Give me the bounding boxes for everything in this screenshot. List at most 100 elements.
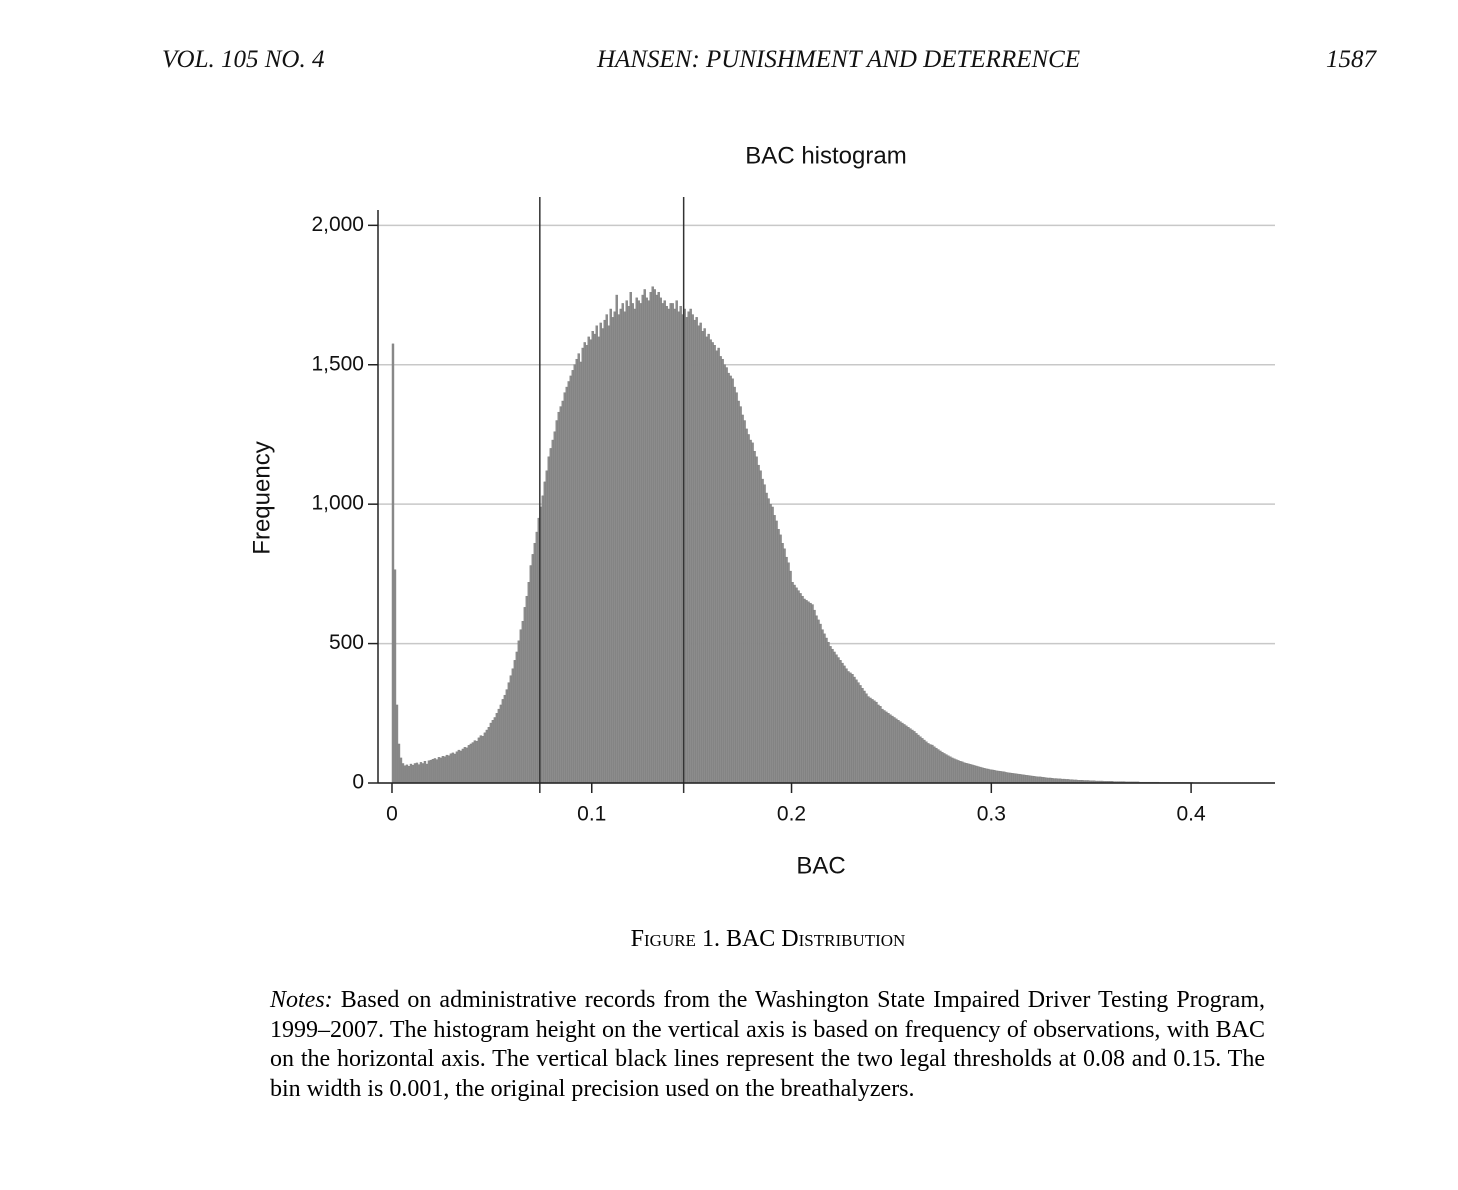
bar [403, 765, 407, 784]
bar [447, 755, 451, 784]
bar [613, 311, 616, 784]
bar [1023, 774, 1026, 784]
bar [1033, 776, 1036, 784]
bar [423, 761, 427, 784]
bar [593, 333, 596, 784]
bar [727, 372, 730, 784]
bar [899, 721, 902, 784]
bar [653, 289, 656, 784]
bar [655, 294, 658, 784]
bar [517, 640, 521, 784]
bar [399, 757, 403, 784]
bar [967, 763, 970, 784]
bar [809, 602, 812, 784]
running-head-left: VOL. 105 NO. 4 [162, 46, 325, 73]
bar [837, 657, 840, 784]
bar [1013, 773, 1016, 784]
bar [963, 762, 966, 784]
bar [1025, 774, 1028, 784]
bar [869, 697, 872, 784]
bar [871, 699, 874, 784]
bar [737, 400, 740, 784]
bar [925, 741, 928, 784]
bar [583, 342, 586, 784]
bar [819, 623, 822, 784]
bar [503, 694, 507, 784]
bar [533, 543, 537, 784]
bar [1049, 777, 1052, 784]
bar [881, 708, 884, 784]
bar [487, 727, 491, 784]
bar [731, 378, 734, 784]
x-tick-label: 0 [386, 803, 398, 826]
bar [393, 569, 397, 784]
bar [509, 675, 513, 784]
bar [847, 671, 850, 784]
bar [1015, 773, 1018, 784]
bar [507, 682, 511, 784]
bar [575, 358, 578, 784]
bar [549, 448, 553, 784]
bar [983, 768, 986, 784]
bar [519, 629, 523, 784]
bar [747, 434, 750, 784]
bar [673, 308, 676, 784]
bar [987, 768, 990, 784]
bar [887, 713, 890, 784]
bar [567, 381, 570, 784]
bar [793, 584, 796, 784]
bar [695, 317, 698, 784]
bar [865, 693, 868, 784]
bar [545, 470, 549, 784]
bar [623, 311, 626, 784]
bar [591, 331, 594, 784]
bar [717, 347, 720, 784]
bar [541, 495, 545, 784]
bar [411, 764, 415, 784]
bar [907, 727, 910, 784]
bar [561, 400, 564, 784]
bar [463, 747, 467, 784]
bar [743, 420, 746, 784]
bar [457, 749, 461, 784]
bar [807, 601, 810, 784]
bar [769, 503, 772, 784]
bar [1045, 777, 1048, 784]
bar [581, 347, 584, 784]
x-tick-label: 0.2 [777, 803, 806, 826]
bar [957, 760, 960, 784]
bar [779, 534, 782, 784]
bar [491, 720, 495, 784]
bar [1039, 776, 1042, 784]
bar [995, 770, 998, 784]
bar [691, 314, 694, 784]
bar [475, 740, 479, 784]
bar [489, 722, 493, 784]
bar [917, 734, 920, 784]
bar [483, 732, 487, 784]
y-tick-label: 0 [352, 771, 364, 794]
bar [721, 358, 724, 784]
bar [997, 770, 1000, 784]
bar [853, 676, 856, 784]
bar [757, 464, 760, 784]
bar [959, 761, 962, 784]
bar [625, 300, 628, 784]
bar [921, 738, 924, 784]
bar [755, 456, 758, 784]
bar [1021, 774, 1024, 784]
bar [565, 386, 568, 784]
figure-caption: Figure 1. BAC Distribution [630, 926, 906, 952]
bar [599, 322, 602, 784]
bar [803, 598, 806, 784]
bar [675, 300, 678, 784]
bar [897, 720, 900, 784]
bar [595, 325, 598, 784]
notes-label: Notes: [270, 987, 333, 1013]
bar [577, 353, 580, 784]
bar [725, 367, 728, 784]
bar [771, 506, 774, 784]
bar [629, 292, 632, 784]
bar [611, 317, 614, 784]
bar [469, 743, 473, 784]
